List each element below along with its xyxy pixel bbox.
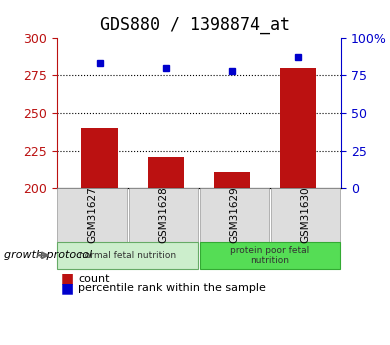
- Text: growth protocol: growth protocol: [4, 250, 92, 260]
- Text: ■: ■: [60, 272, 74, 286]
- Bar: [129, 188, 198, 241]
- Text: GSM31630: GSM31630: [301, 186, 311, 243]
- Bar: [271, 188, 340, 241]
- Text: GSM31627: GSM31627: [87, 186, 97, 243]
- Text: protein poor fetal
nutrition: protein poor fetal nutrition: [230, 246, 310, 265]
- Bar: [147, 157, 184, 188]
- Bar: [214, 171, 250, 188]
- Bar: [280, 68, 316, 188]
- Text: count: count: [78, 274, 110, 284]
- Bar: [57, 188, 127, 241]
- Text: GSM31629: GSM31629: [229, 186, 239, 243]
- Text: percentile rank within the sample: percentile rank within the sample: [78, 283, 266, 293]
- Bar: [82, 128, 118, 188]
- Text: GDS880 / 1398874_at: GDS880 / 1398874_at: [100, 16, 290, 33]
- Bar: [57, 241, 198, 269]
- Bar: [200, 241, 340, 269]
- Text: normal fetal nutrition: normal fetal nutrition: [79, 251, 176, 260]
- Text: ■: ■: [60, 281, 74, 295]
- Bar: [200, 188, 269, 241]
- Text: GSM31628: GSM31628: [158, 186, 168, 243]
